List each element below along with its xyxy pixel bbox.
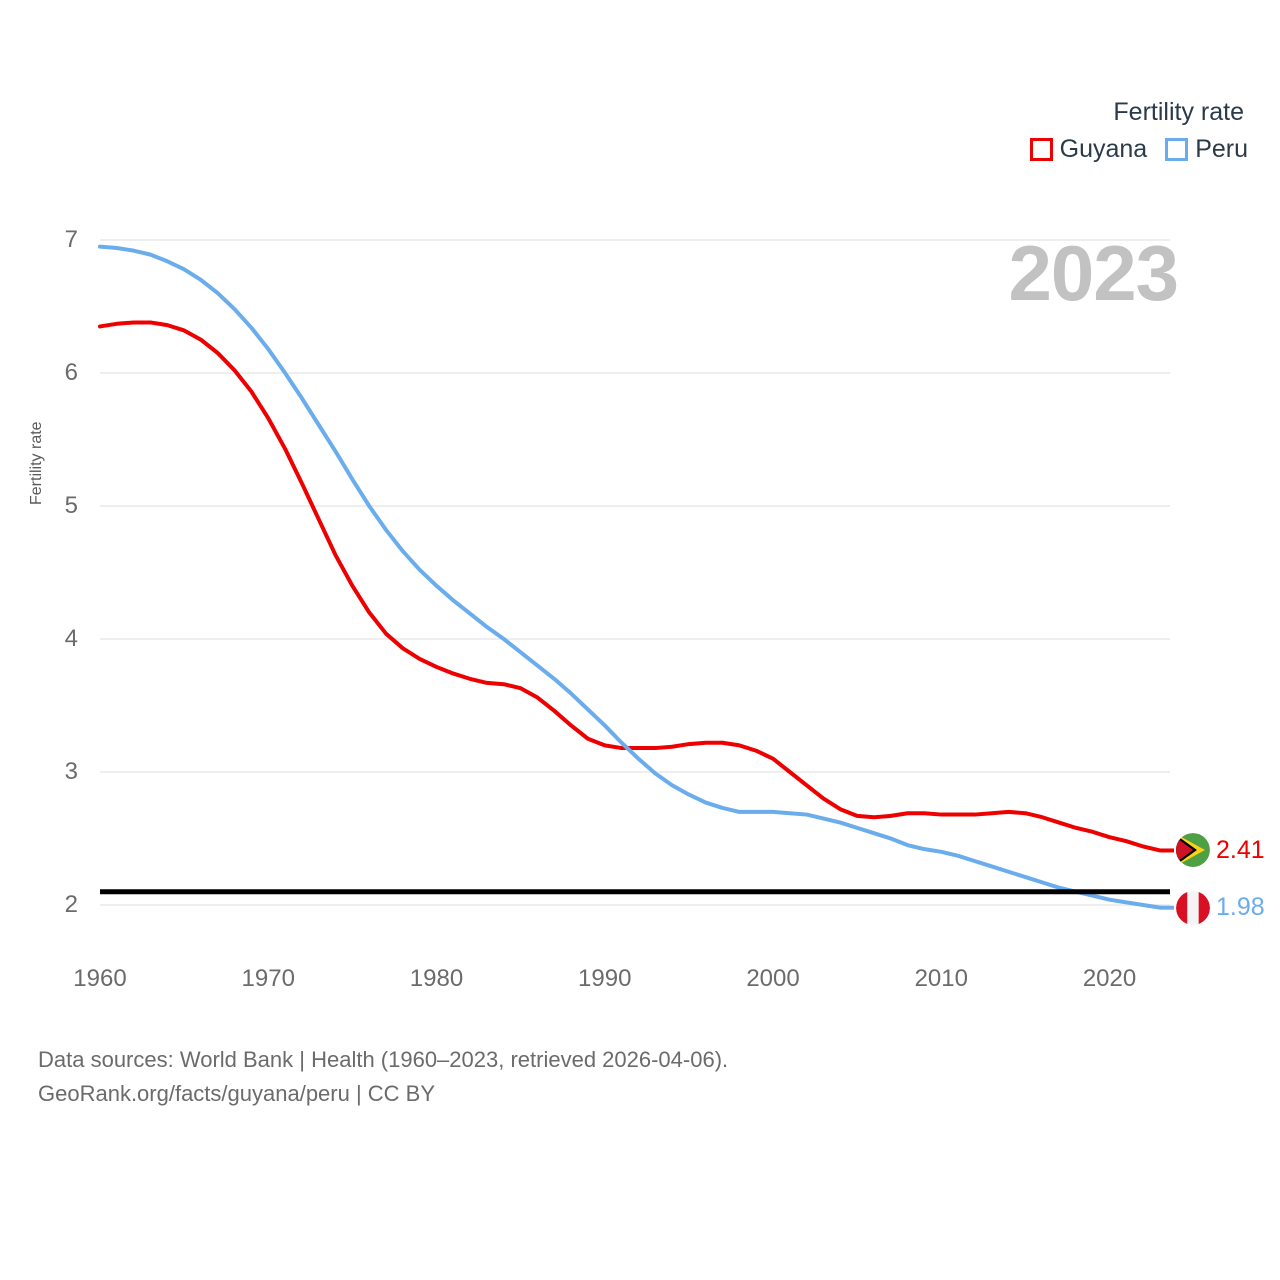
chart-legend: Fertility rate Guyana Peru bbox=[1029, 96, 1248, 163]
end-value-guyana: 2.41 bbox=[1216, 835, 1265, 864]
end-label-peru: 1.98 bbox=[1176, 890, 1265, 925]
legend-swatch-peru bbox=[1165, 137, 1189, 161]
end-label-guyana: 2.41 bbox=[1176, 833, 1265, 868]
x-tick-label: 2000 bbox=[746, 965, 800, 992]
y-tick-label: 5 bbox=[64, 492, 78, 519]
legend-label-guyana: Guyana bbox=[1059, 134, 1148, 163]
year-watermark: 2023 bbox=[1008, 229, 1179, 317]
y-tick-label: 6 bbox=[64, 359, 78, 386]
x-tick-label: 2020 bbox=[1082, 965, 1137, 992]
y-tick-label: 7 bbox=[64, 226, 78, 253]
footer-attribution: GeoRank.org/facts/guyana/peru | CC BY bbox=[38, 1081, 436, 1107]
x-tick-label: 2010 bbox=[914, 965, 968, 992]
legend-title: Fertility rate bbox=[1113, 98, 1244, 126]
legend-item-peru[interactable]: Peru bbox=[1165, 134, 1248, 163]
y-tick-label: 2 bbox=[64, 891, 78, 918]
end-value-peru: 1.98 bbox=[1216, 893, 1265, 922]
y-tick-label: 4 bbox=[64, 625, 78, 652]
legend-item-guyana[interactable]: Guyana bbox=[1029, 134, 1148, 163]
peru-flag-icon bbox=[1176, 890, 1210, 925]
x-tick-label: 1960 bbox=[73, 965, 127, 992]
chart-footer: Data sources: World Bank | Health (1960–… bbox=[38, 1043, 728, 1111]
legend-items: Guyana Peru bbox=[1029, 134, 1248, 163]
legend-label-peru: Peru bbox=[1195, 134, 1248, 163]
x-tick-label: 1970 bbox=[241, 965, 295, 992]
footer-data-sources: Data sources: World Bank | Health (1960–… bbox=[38, 1047, 729, 1072]
x-tick-label: 1990 bbox=[578, 965, 632, 992]
y-tick-label: 3 bbox=[64, 758, 78, 785]
x-tick-label: 1980 bbox=[409, 965, 464, 992]
guyana-flag-icon bbox=[1176, 833, 1210, 868]
legend-swatch-guyana bbox=[1029, 137, 1053, 161]
